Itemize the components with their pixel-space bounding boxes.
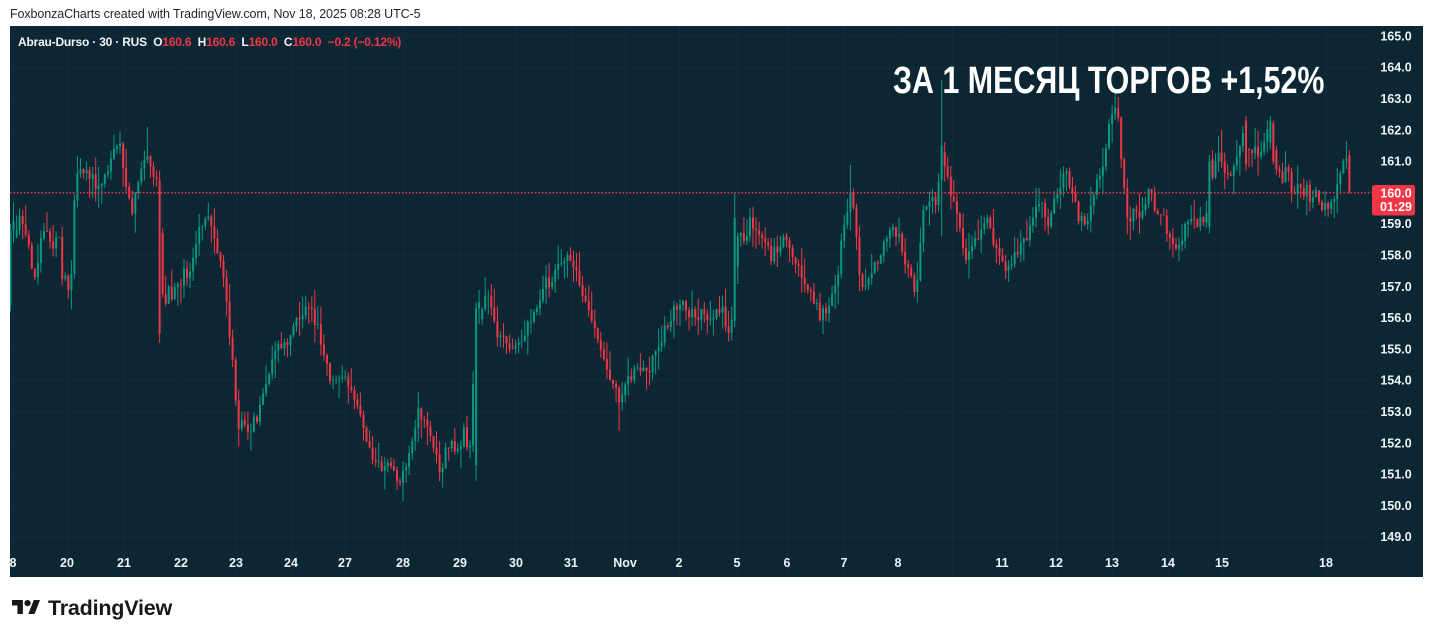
svg-text:155.0: 155.0 <box>1380 342 1411 356</box>
svg-text:153.0: 153.0 <box>1380 405 1411 419</box>
svg-text:29: 29 <box>453 556 467 570</box>
svg-text:164.0: 164.0 <box>1380 61 1411 75</box>
svg-text:165.0: 165.0 <box>1380 29 1411 43</box>
svg-text:159.0: 159.0 <box>1380 217 1411 231</box>
svg-text:2: 2 <box>676 556 683 570</box>
svg-text:149.0: 149.0 <box>1380 530 1411 544</box>
svg-text:21: 21 <box>117 556 131 570</box>
svg-text:161.0: 161.0 <box>1380 155 1411 169</box>
svg-text:160.0: 160.0 <box>1380 187 1411 201</box>
svg-text:163.0: 163.0 <box>1380 92 1411 106</box>
svg-text:5: 5 <box>734 556 741 570</box>
svg-text:14: 14 <box>1161 556 1175 570</box>
svg-text:162.0: 162.0 <box>1380 123 1411 137</box>
svg-text:151.0: 151.0 <box>1380 468 1411 482</box>
svg-text:01:29: 01:29 <box>1380 200 1412 214</box>
svg-text:156.0: 156.0 <box>1380 311 1411 325</box>
svg-text:15: 15 <box>1215 556 1229 570</box>
svg-text:28: 28 <box>396 556 410 570</box>
svg-text:152.0: 152.0 <box>1380 436 1411 450</box>
svg-text:31: 31 <box>564 556 578 570</box>
svg-text:27: 27 <box>338 556 352 570</box>
svg-text:23: 23 <box>229 556 243 570</box>
svg-text:7: 7 <box>841 556 848 570</box>
svg-text:157.0: 157.0 <box>1380 280 1411 294</box>
svg-text:8: 8 <box>10 556 17 570</box>
svg-text:30: 30 <box>509 556 523 570</box>
svg-text:154.0: 154.0 <box>1380 374 1411 388</box>
svg-text:158.0: 158.0 <box>1380 249 1411 263</box>
svg-text:6: 6 <box>784 556 791 570</box>
svg-text:8: 8 <box>895 556 902 570</box>
svg-text:150.0: 150.0 <box>1380 499 1411 513</box>
svg-text:20: 20 <box>60 556 74 570</box>
svg-text:Nov: Nov <box>613 556 637 570</box>
svg-text:11: 11 <box>995 556 1008 570</box>
svg-text:18: 18 <box>1319 556 1333 570</box>
svg-text:13: 13 <box>1105 556 1119 570</box>
svg-text:22: 22 <box>174 556 188 570</box>
svg-text:24: 24 <box>284 556 298 570</box>
svg-text:12: 12 <box>1049 556 1063 570</box>
